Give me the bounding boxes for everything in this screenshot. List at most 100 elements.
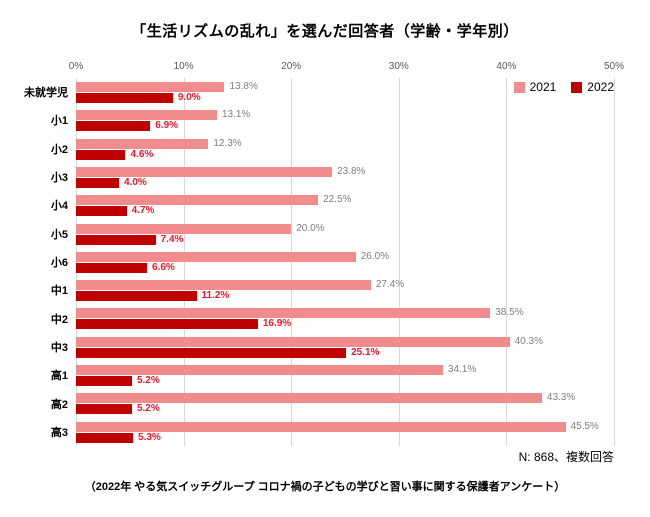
value-label-2022: 11.2% xyxy=(201,290,230,302)
chart-row: 高2 43.3% 5.2% xyxy=(51,389,614,417)
x-axis-tick-label: 0% xyxy=(68,61,84,72)
bar-2021 xyxy=(76,166,333,177)
bar-2021 xyxy=(76,393,542,404)
category-label: 中1 xyxy=(50,285,68,298)
bar-2022 xyxy=(76,319,258,330)
value-label-2021: 26.0% xyxy=(360,250,390,262)
value-label-2022: 6.9% xyxy=(155,120,179,132)
value-label-2022: 9.0% xyxy=(177,92,201,103)
value-label-2022: 4.7% xyxy=(131,205,155,217)
value-label-2021: 38.5% xyxy=(495,307,524,319)
bar-2022 xyxy=(76,262,148,273)
bar-2022 xyxy=(76,376,132,387)
legend-label-2022: 2022 xyxy=(587,80,614,94)
chart-row: 小3 23.8% 4.0% xyxy=(51,163,614,191)
bar-2021 xyxy=(76,308,491,319)
chart-row: 中3 40.3% 25.1% xyxy=(51,333,614,361)
value-label-2021: 13.8% xyxy=(229,81,258,92)
bar-2022 xyxy=(76,206,127,217)
x-axis-tick-label: 10% xyxy=(173,61,194,72)
value-label-2022: 5.3% xyxy=(138,431,161,443)
category-label: 高1 xyxy=(50,370,68,383)
bar-2022 xyxy=(76,177,120,188)
bar-2022 xyxy=(76,234,156,245)
value-label-2021: 12.3% xyxy=(213,137,242,149)
chart-row: 小4 22.5% 4.7% xyxy=(51,191,614,219)
gridline xyxy=(506,78,508,446)
category-label: 高3 xyxy=(50,426,68,439)
bar-2022 xyxy=(76,93,173,103)
value-label-2022: 6.6% xyxy=(152,261,175,273)
chart-row: 小5 20.0% 7.4% xyxy=(51,220,614,248)
chart-row: 小6 26.0% 6.6% xyxy=(51,248,614,276)
category-label: 未就学児 xyxy=(24,87,68,100)
legend-swatch-2022 xyxy=(571,81,583,93)
chart-row: 中2 38.5% 16.9% xyxy=(51,304,614,332)
bar-2022 xyxy=(76,291,197,302)
value-label-2022: 5.2% xyxy=(136,403,160,415)
legend: 2021 2022 xyxy=(513,80,614,94)
gridline xyxy=(183,78,185,446)
x-axis-tick-label: 20% xyxy=(281,61,302,72)
value-label-2021: 20.0% xyxy=(296,222,325,234)
bar-2021 xyxy=(76,336,510,347)
chart-row: 高3 45.5% 5.3% xyxy=(51,418,614,446)
category-label: 中2 xyxy=(50,313,68,326)
value-label-2021: 13.1% xyxy=(221,109,251,121)
category-label: 小5 xyxy=(50,228,68,241)
sample-size-note: N: 868、複数回答 xyxy=(518,450,614,464)
bar-2021 xyxy=(76,195,319,206)
value-label-2022: 5.2% xyxy=(136,375,160,387)
chart-row: 小1 13.1% 6.9% xyxy=(51,106,614,134)
value-label-2022: 7.4% xyxy=(160,233,184,245)
gridline xyxy=(76,78,77,446)
value-label-2021: 34.1% xyxy=(447,364,477,376)
value-label-2022: 16.9% xyxy=(262,318,292,330)
value-label-2022: 25.1% xyxy=(351,346,380,358)
bar-2021 xyxy=(76,421,566,432)
value-label-2021: 22.5% xyxy=(323,194,352,206)
x-axis-tick-label: 40% xyxy=(496,61,517,72)
chart-row: 中1 27.4% 11.2% xyxy=(51,276,614,304)
bar-2022 xyxy=(76,404,132,415)
bar-2021 xyxy=(76,280,371,291)
value-label-2022: 4.6% xyxy=(130,148,154,160)
bar-2021 xyxy=(76,251,356,262)
value-label-2021: 27.4% xyxy=(375,279,405,291)
category-label: 小1 xyxy=(50,115,68,128)
chart-row: 未就学児 13.8% 9.0% xyxy=(24,78,614,106)
bar-2022 xyxy=(76,432,134,443)
gridline xyxy=(398,78,400,446)
chart-title: 「生活リズムの乱れ」を選んだ回答者（学齢・学年別） xyxy=(131,23,519,40)
chart-row: 高1 34.1% 5.2% xyxy=(51,361,614,389)
value-label-2022: 4.0% xyxy=(124,176,147,188)
gridline xyxy=(614,78,615,446)
value-label-2021: 23.8% xyxy=(337,165,366,177)
chart-row: 小2 12.3% 4.6% xyxy=(51,135,614,163)
value-label-2021: 40.3% xyxy=(514,335,543,347)
bar-2022 xyxy=(76,149,126,160)
gridline xyxy=(291,78,293,446)
category-label: 小2 xyxy=(50,143,68,156)
value-label-2021: 43.3% xyxy=(546,392,576,404)
value-label-2021: 45.5% xyxy=(570,420,599,432)
legend-label-2021: 2021 xyxy=(529,80,557,94)
plot-area: 2021 2022 0% 10% 20% 30% 40% 50% 未就学児 13.8% 9.0%… xyxy=(24,61,624,446)
category-label: 小6 xyxy=(50,256,68,269)
legend-swatch-2021 xyxy=(513,81,525,93)
category-label: 小4 xyxy=(50,200,68,213)
bar-2021 xyxy=(76,365,443,376)
x-axis-tick-label: 50% xyxy=(603,61,625,72)
category-label: 小3 xyxy=(50,172,68,185)
bar-2021 xyxy=(76,138,209,149)
bar-2021 xyxy=(76,110,217,121)
category-label: 中3 xyxy=(50,341,68,354)
bar-2022 xyxy=(76,347,347,358)
source-footer: （2022年 やる気スイッチグループ コロナ禍の子どもの学びと習い事に関する保護… xyxy=(84,481,566,493)
bar-2021 xyxy=(76,82,225,92)
x-axis-tick-label: 30% xyxy=(388,61,409,72)
bar-2021 xyxy=(76,223,292,234)
category-label: 高2 xyxy=(50,398,68,411)
bar-2022 xyxy=(76,121,151,132)
